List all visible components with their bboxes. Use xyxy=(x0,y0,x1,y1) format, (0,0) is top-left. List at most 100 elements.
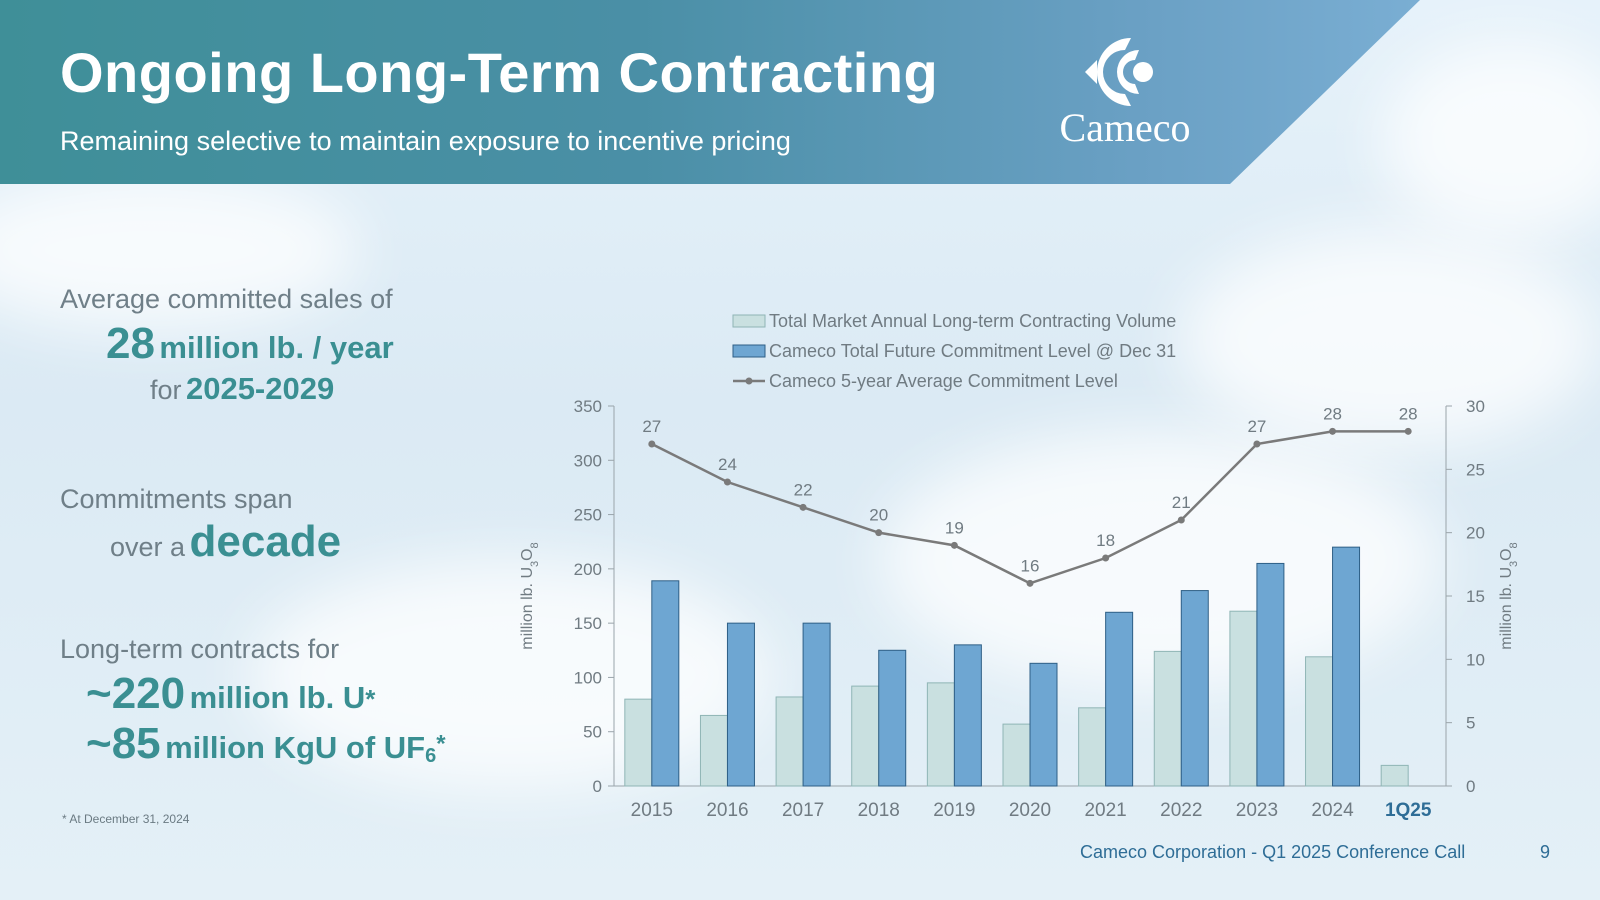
stat-line-1: ~220 million lb. U* xyxy=(60,669,500,719)
stat-for-text: for xyxy=(150,375,182,405)
right-tick-label: 25 xyxy=(1466,460,1485,479)
average-point-2024 xyxy=(1329,427,1337,435)
left-axis-ticks: 0 50 100 150 200 250 300 350 xyxy=(574,397,614,796)
x-label-2017: 2017 xyxy=(782,800,824,821)
x-axis-labels: 2015 2016 2017 2018 2019 2020 2021 2022 2023 2024… xyxy=(631,800,1432,821)
average-label-2021: 18 xyxy=(1096,531,1115,550)
left-tick-label: 0 xyxy=(593,777,602,796)
stat-label: Long-term contracts for xyxy=(60,634,340,664)
average-point-2015 xyxy=(648,440,656,448)
right-tick-label: 10 xyxy=(1466,650,1485,669)
bar-market-2021 xyxy=(1078,707,1107,787)
stat-value: 28 xyxy=(106,319,155,368)
legend-label-cameco: Cameco Total Future Commitment Level @ D… xyxy=(769,341,1176,361)
right-tick-label: 30 xyxy=(1466,397,1485,416)
bar-cameco-2021 xyxy=(1105,611,1134,787)
stat-value: decade xyxy=(189,517,342,566)
x-label-2024: 2024 xyxy=(1311,800,1354,821)
bar-market-2022 xyxy=(1153,650,1182,787)
stat-asterisk: * xyxy=(436,730,446,758)
bar-market-2020 xyxy=(1002,723,1031,787)
cameco-logo-icon xyxy=(1085,37,1153,106)
average-point-2019 xyxy=(950,541,958,549)
average-label-1Q25: 28 xyxy=(1399,404,1418,423)
bar-cameco-2020 xyxy=(1029,662,1058,787)
legend-label-average: Cameco 5-year Average Commitment Level xyxy=(769,371,1118,391)
cameco-logo: Cameco xyxy=(1045,32,1205,152)
bar-cameco-2018 xyxy=(878,649,907,787)
stat-committed-sales: Average committed sales of 28 million lb… xyxy=(60,284,480,407)
legend-marker-average xyxy=(745,377,753,385)
bar-cameco-2016 xyxy=(726,622,755,787)
bar-market-1Q25 xyxy=(1380,764,1409,787)
average-label-2015: 27 xyxy=(642,417,661,436)
x-label-2018: 2018 xyxy=(858,800,900,821)
average-point-2018 xyxy=(875,529,883,537)
footnote: * At December 31, 2024 xyxy=(62,812,190,826)
left-tick-label: 300 xyxy=(574,451,602,470)
background-cloud xyxy=(1180,230,1600,450)
chart-legend: Total Market Annual Long-term Contractin… xyxy=(732,311,1176,391)
page-subtitle: Remaining selective to maintain exposure… xyxy=(60,126,791,156)
stat-period-line: for 2025-2029 xyxy=(60,371,480,407)
page-title: Ongoing Long-Term Contracting xyxy=(60,41,939,104)
average-label-2016: 24 xyxy=(718,455,737,474)
right-tick-label: 15 xyxy=(1466,587,1485,606)
stat-value: ~220 xyxy=(86,669,186,718)
bar-cameco-2015 xyxy=(651,580,680,787)
average-label-2024: 28 xyxy=(1323,404,1342,423)
footer-text: Cameco Corporation - Q1 2025 Conference … xyxy=(1080,842,1466,862)
bar-market-2024 xyxy=(1305,656,1334,787)
average-point-2023 xyxy=(1253,440,1261,448)
x-label-1Q25: 1Q25 xyxy=(1385,800,1432,821)
average-point-2020 xyxy=(1026,579,1034,587)
stat-over-text: over a xyxy=(110,532,186,562)
bar-cameco-2019 xyxy=(953,644,982,787)
x-label-2019: 2019 xyxy=(933,800,975,821)
x-label-2016: 2016 xyxy=(706,800,748,821)
background-cloud xyxy=(0,170,360,330)
left-tick-label: 350 xyxy=(574,397,602,416)
stat-asterisk: * xyxy=(365,684,376,714)
bar-market-2018 xyxy=(851,685,880,787)
legend-swatch-cameco xyxy=(732,344,766,358)
bar-market-2023 xyxy=(1229,610,1258,787)
bar-market-2015 xyxy=(624,698,653,787)
background-cloud xyxy=(250,560,770,790)
average-label-2023: 27 xyxy=(1247,417,1266,436)
stat-unit: million KgU of UF xyxy=(165,730,426,765)
average-label-2017: 22 xyxy=(794,480,813,499)
x-label-2022: 2022 xyxy=(1160,800,1202,821)
left-tick-label: 200 xyxy=(574,560,602,579)
chart-bars xyxy=(624,546,1409,787)
logo-wordmark: Cameco xyxy=(1059,105,1191,150)
x-label-2023: 2023 xyxy=(1236,800,1278,821)
average-point-2021 xyxy=(1102,554,1110,562)
stat-label: Average committed sales of xyxy=(60,284,393,314)
right-axis-title: million lb. U3O8 xyxy=(1498,542,1520,649)
bar-cameco-2017 xyxy=(802,622,831,787)
right-tick-label: 20 xyxy=(1466,524,1485,543)
stat-value: ~85 xyxy=(86,719,161,768)
average-point-2016 xyxy=(723,478,731,486)
bar-cameco-2024 xyxy=(1332,546,1361,787)
stat-line-2: ~85 million KgU of UF6* xyxy=(60,719,500,769)
average-point-2022 xyxy=(1177,516,1185,524)
right-tick-label: 0 xyxy=(1466,777,1475,796)
stat-subscript: 6 xyxy=(425,745,437,768)
left-tick-label: 150 xyxy=(574,614,602,633)
bar-market-2019 xyxy=(926,682,955,787)
bar-market-2016 xyxy=(699,714,728,787)
bar-cameco-2022 xyxy=(1180,590,1209,787)
stat-commitments-span: Commitments span over a decade xyxy=(60,484,480,567)
stat-value-line: 28 million lb. / year xyxy=(60,319,480,369)
x-label-2021: 2021 xyxy=(1084,800,1126,821)
left-tick-label: 250 xyxy=(574,506,602,525)
stat-label: Commitments span xyxy=(60,484,293,514)
stat-period: 2025-2029 xyxy=(185,371,335,406)
legend-label-market: Total Market Annual Long-term Contractin… xyxy=(769,311,1176,331)
average-label-2022: 21 xyxy=(1172,493,1191,512)
header-band xyxy=(0,0,1420,184)
average-line-series: 27 24 22 20 19 16 18 21 27 28 28 xyxy=(642,404,1418,587)
